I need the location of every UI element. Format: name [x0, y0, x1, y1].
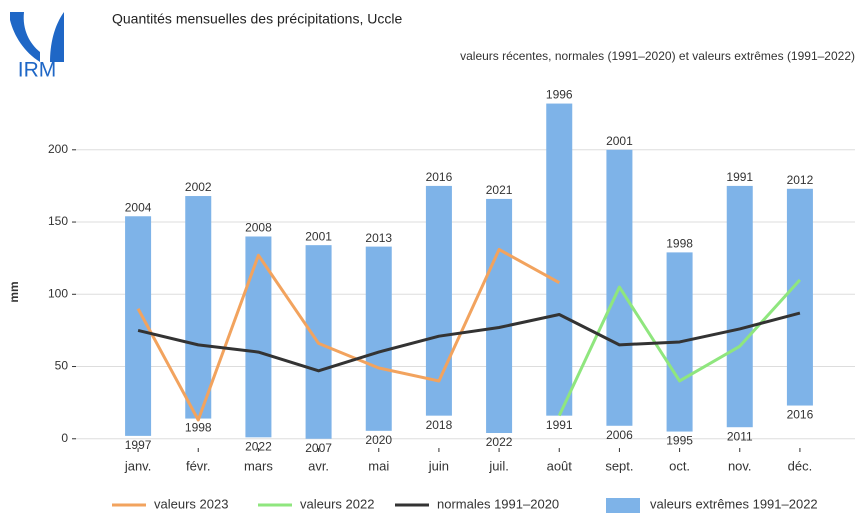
min-year-label: 1997 [125, 438, 152, 452]
max-year-label: 2012 [787, 173, 814, 187]
max-year-label: 2016 [426, 170, 453, 184]
bar [726, 185, 753, 428]
x-tick-label: août [547, 458, 573, 473]
bar [425, 185, 452, 416]
min-year-label: 1995 [666, 434, 693, 448]
max-year-label: 2008 [245, 221, 272, 235]
line [137, 311, 801, 373]
min-year-label: 2011 [727, 429, 753, 443]
min-year-label: 2006 [606, 428, 633, 442]
x-tick-label: févr. [186, 458, 211, 473]
max-year-label: 1998 [666, 237, 693, 251]
logo: IRM [10, 12, 64, 82]
max-year-label: 2001 [305, 229, 332, 243]
y-tick-label: 150 [48, 214, 68, 228]
legend-label: normales 1991–2020 [437, 496, 559, 511]
max-year-label: 2001 [606, 134, 633, 148]
x-tick-label: nov. [728, 458, 752, 473]
y-tick-label: 50 [55, 359, 69, 373]
bar [546, 103, 573, 416]
y-tick-label: 0 [61, 431, 68, 445]
x-tick-label: janv. [124, 458, 152, 473]
min-year-label: 1998 [185, 421, 212, 435]
bar [786, 188, 813, 406]
min-year-label: 2018 [426, 418, 453, 432]
max-year-label: 2013 [365, 231, 392, 245]
bar [486, 198, 513, 433]
min-year-label: 2016 [787, 408, 814, 422]
max-year-label: 2021 [486, 183, 513, 197]
x-tick-label: mai [368, 458, 389, 473]
x-tick-label: juin [428, 458, 449, 473]
max-year-label: 2004 [125, 200, 152, 214]
min-year-label: 2022 [486, 435, 513, 449]
min-year-label: 2022 [245, 440, 272, 454]
max-year-label: 1996 [546, 88, 573, 102]
min-year-label: 2020 [365, 433, 392, 447]
logo-text: IRM [18, 59, 57, 82]
bar [365, 246, 392, 431]
y-tick-label: 200 [48, 142, 68, 156]
legend-label: valeurs extrêmes 1991–2022 [650, 496, 818, 511]
legend-label: valeurs 2023 [154, 496, 228, 511]
x-tick-label: mars [244, 458, 273, 473]
chart-title: Quantités mensuelles des précipitations,… [112, 11, 402, 27]
y-axis-label: mm [7, 281, 21, 302]
x-tick-label: oct. [669, 458, 690, 473]
min-year-label: 2007 [305, 441, 332, 455]
x-tick-label: avr. [308, 458, 329, 473]
max-year-label: 2002 [185, 180, 212, 194]
max-year-label: 1991 [726, 170, 753, 184]
chart-subtitle: valeurs récentes, normales (1991–2020) e… [460, 49, 855, 63]
line [136, 247, 560, 422]
legend-swatch [606, 498, 640, 513]
bar [185, 196, 212, 419]
legend-label: valeurs 2022 [300, 496, 374, 511]
min-year-label: 1991 [546, 418, 573, 432]
x-tick-label: sept. [605, 458, 633, 473]
x-tick-label: juil. [488, 458, 509, 473]
x-tick-label: déc. [788, 458, 813, 473]
y-tick-label: 100 [48, 286, 68, 300]
